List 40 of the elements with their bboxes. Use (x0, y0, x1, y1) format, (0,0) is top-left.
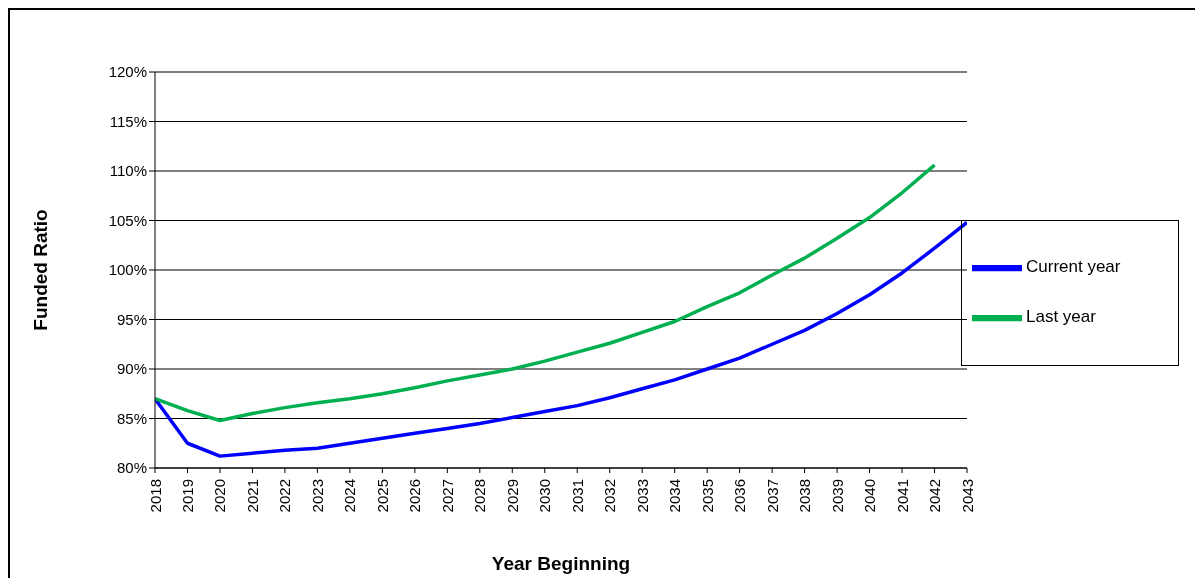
x-tick-label: 2018 (146, 479, 164, 513)
x-tick-label: 2027 (438, 479, 456, 513)
x-tick-label: 2040 (861, 479, 879, 513)
x-tick-label: 2038 (796, 479, 814, 513)
legend-label: Last year (1026, 307, 1096, 327)
x-tick-label: 2037 (763, 479, 781, 513)
y-tick-label: 100% (108, 261, 147, 279)
x-tick-label: 2035 (698, 479, 716, 513)
y-tick-label: 85% (116, 409, 147, 427)
line-series (155, 163, 937, 423)
x-tick-label: 2032 (601, 479, 619, 513)
x-tick-label: 2028 (471, 479, 489, 513)
legend-label: Current year (1026, 257, 1121, 277)
x-tick-label: 2021 (243, 479, 261, 513)
x-tick-label: 2020 (211, 479, 229, 513)
x-tick-label: 2030 (536, 479, 554, 513)
y-tick-label: 115% (109, 112, 147, 130)
x-tick-label: 2029 (503, 479, 521, 513)
x-tick-label: 2022 (276, 479, 294, 513)
y-tick-label: 95% (116, 310, 147, 328)
x-tick-label: 2019 (178, 479, 196, 513)
y-axis-title: Funded Ratio (29, 209, 51, 331)
x-tick-label: 2041 (893, 479, 911, 513)
x-tick-label: 2031 (568, 479, 586, 513)
x-tick-label: 2042 (926, 479, 944, 513)
x-tick-label: 2039 (828, 479, 846, 513)
x-tick-label: 2043 (958, 479, 976, 513)
y-tick-label: 120% (108, 63, 147, 81)
x-tick-label: 2033 (633, 479, 651, 513)
x-tick-label: 2025 (373, 479, 391, 513)
x-tick-label: 2026 (406, 479, 424, 513)
x-tick-label: 2023 (308, 479, 326, 513)
y-tick-label: 105% (108, 211, 147, 229)
x-tick-label: 2034 (666, 479, 684, 513)
y-tick-label: 110% (109, 162, 147, 180)
x-tick-label: 2024 (341, 479, 359, 513)
x-axis-title: Year Beginning (491, 553, 631, 574)
y-tick-label: 90% (116, 360, 147, 378)
y-tick-label: 80% (116, 459, 147, 477)
x-tick-label: 2036 (731, 479, 749, 513)
